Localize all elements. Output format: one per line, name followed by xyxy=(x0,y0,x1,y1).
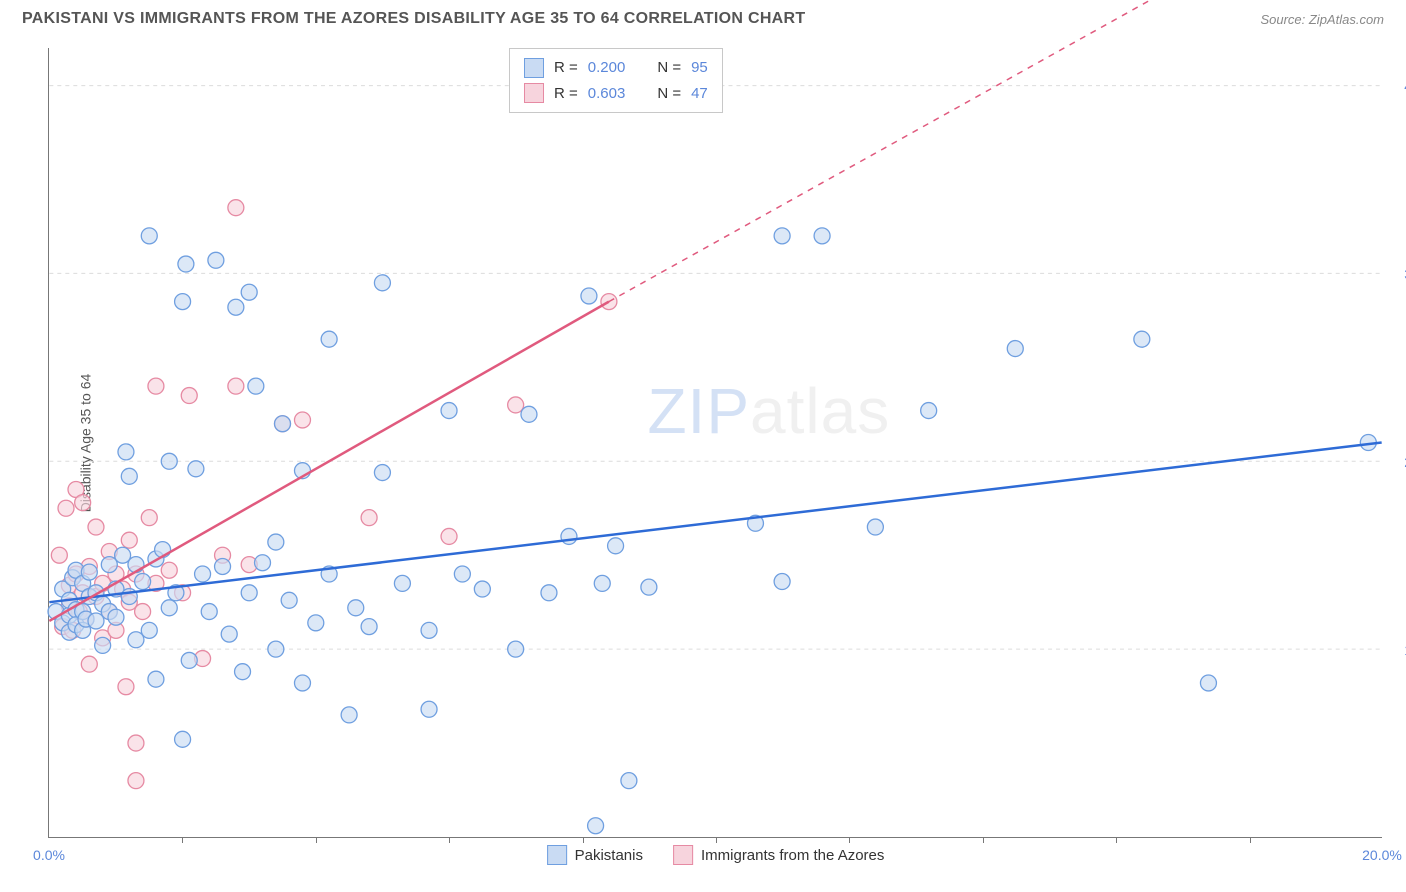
pink-swatch xyxy=(524,83,544,103)
source-label: Source: ZipAtlas.com xyxy=(1260,12,1384,27)
plot-svg xyxy=(49,48,1382,837)
legend-item-pink: Immigrants from the Azores xyxy=(673,845,884,865)
pink-stats-row: R = 0.603 N = 47 xyxy=(524,81,708,107)
chart-area: Disability Age 35 to 64 ZIPatlas R = 0.2… xyxy=(48,48,1382,838)
blue-swatch xyxy=(524,58,544,78)
x-tick xyxy=(1250,837,1251,843)
blue-swatch xyxy=(547,845,567,865)
x-tick xyxy=(583,837,584,843)
correlation-legend: R = 0.200 N = 95 R = 0.603 N = 47 xyxy=(509,48,723,113)
x-tick xyxy=(1116,837,1117,843)
series-legend: Pakistanis Immigrants from the Azores xyxy=(547,845,885,865)
x-tick xyxy=(716,837,717,843)
x-label-right: 20.0% xyxy=(1362,847,1402,863)
x-label-left: 0.0% xyxy=(33,847,65,863)
blue-stats-row: R = 0.200 N = 95 xyxy=(524,55,708,81)
legend-item-blue: Pakistanis xyxy=(547,845,643,865)
x-tick xyxy=(849,837,850,843)
x-tick xyxy=(316,837,317,843)
chart-title: PAKISTANI VS IMMIGRANTS FROM THE AZORES … xyxy=(22,10,805,28)
x-tick xyxy=(182,837,183,843)
x-tick xyxy=(449,837,450,843)
blue-series-label: Pakistanis xyxy=(575,847,643,864)
x-tick xyxy=(983,837,984,843)
pink-swatch xyxy=(673,845,693,865)
pink-series-label: Immigrants from the Azores xyxy=(701,847,884,864)
